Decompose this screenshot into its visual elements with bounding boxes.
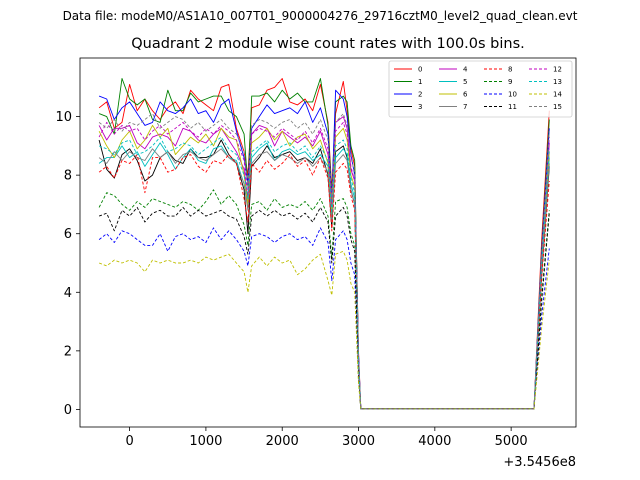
x-tick-label: 4000 bbox=[418, 434, 451, 449]
y-tick-label: 6 bbox=[64, 227, 72, 242]
series-line-7 bbox=[98, 148, 550, 410]
series-line-9 bbox=[98, 189, 550, 410]
plot-lines bbox=[98, 78, 550, 410]
legend-label-9: 9 bbox=[508, 78, 512, 86]
series-line-5 bbox=[98, 142, 550, 410]
y-tick-label: 0 bbox=[64, 403, 72, 418]
y-tick-label: 4 bbox=[64, 286, 72, 301]
series-line-13 bbox=[98, 136, 550, 410]
series-line-11 bbox=[98, 206, 550, 410]
legend-label-8: 8 bbox=[508, 66, 512, 74]
legend-label-11: 11 bbox=[508, 103, 517, 111]
legend-label-10: 10 bbox=[508, 91, 517, 99]
x-tick-label: 2000 bbox=[266, 434, 299, 449]
legend-label-3: 3 bbox=[418, 103, 422, 111]
series-line-10 bbox=[98, 227, 550, 410]
x-axis-ticks: 0 1000 2000 3000 4000 5000 bbox=[125, 427, 528, 449]
x-tick-label: 0 bbox=[125, 434, 133, 449]
legend-label-13: 13 bbox=[553, 78, 562, 86]
legend-label-4: 4 bbox=[463, 66, 468, 74]
legend-label-12: 12 bbox=[553, 66, 562, 74]
legend-label-15: 15 bbox=[553, 103, 562, 111]
legend-label-14: 14 bbox=[553, 91, 562, 99]
legend-label-0: 0 bbox=[418, 66, 422, 74]
y-tick-label: 10 bbox=[55, 110, 72, 125]
legend-label-7: 7 bbox=[463, 103, 467, 111]
figure-suptitle: Data file: modeM0/AS1A10_007T01_90000042… bbox=[63, 9, 578, 23]
series-line-6 bbox=[98, 124, 550, 410]
series-line-14 bbox=[98, 250, 550, 410]
legend-label-2: 2 bbox=[418, 91, 422, 99]
x-tick-label: 5000 bbox=[495, 434, 528, 449]
series-line-4 bbox=[98, 116, 550, 410]
y-tick-label: 2 bbox=[64, 344, 72, 359]
series-line-8 bbox=[98, 154, 550, 410]
y-axis-ticks: 0 2 4 6 8 10 bbox=[55, 110, 80, 418]
legend-box bbox=[388, 60, 573, 118]
x-tick-label: 3000 bbox=[342, 434, 375, 449]
series-line-12 bbox=[98, 121, 550, 410]
plot-frame bbox=[79, 57, 577, 428]
legend-label-5: 5 bbox=[463, 78, 467, 86]
y-tick-label: 8 bbox=[64, 169, 72, 184]
legend-label-1: 1 bbox=[418, 78, 422, 86]
x-axis-offset-label: +3.5456e8 bbox=[503, 455, 576, 470]
legend-label-6: 6 bbox=[463, 91, 468, 99]
x-tick-label: 1000 bbox=[189, 434, 222, 449]
chart-title: Quadrant 2 module wise count rates with … bbox=[131, 36, 525, 52]
series-line-15 bbox=[98, 113, 550, 410]
